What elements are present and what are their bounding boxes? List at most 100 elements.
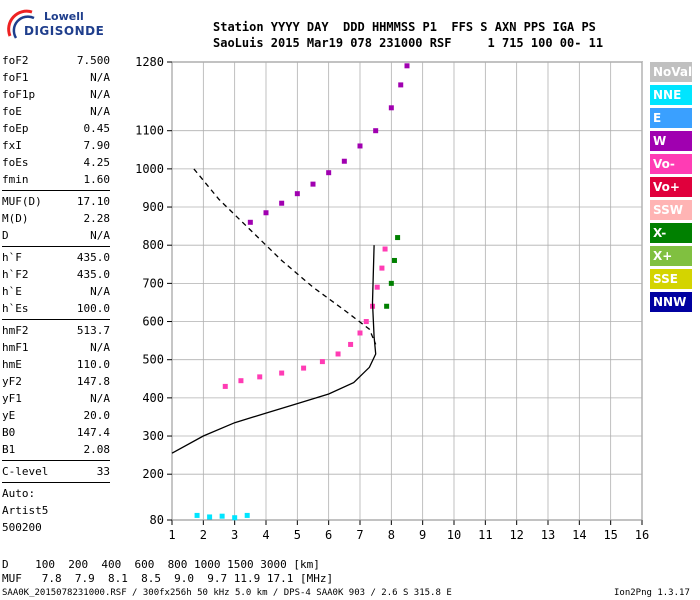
param-row: yF1 N/A xyxy=(2,390,110,407)
x-tick-label: 4 xyxy=(262,528,269,542)
param-label: hmF1 xyxy=(2,341,29,354)
echo-point xyxy=(335,351,341,357)
param-value: 7.500 xyxy=(76,54,110,67)
echo-point xyxy=(382,246,388,252)
param-row: h`F 435.0 xyxy=(2,249,110,266)
legend-item: NNW xyxy=(650,292,692,312)
echo-point xyxy=(341,158,347,164)
param-value: N/A xyxy=(90,229,110,242)
param-row: D N/A xyxy=(2,227,110,244)
param-label: yF1 xyxy=(2,392,22,405)
echo-point xyxy=(279,370,285,376)
param-row: hmE 110.0 xyxy=(2,356,110,373)
header-line-2: SaoLuis 2015 Mar19 078 231000 RSF 1 715 … xyxy=(213,36,604,50)
param-value: 4.25 xyxy=(83,156,111,169)
logo-lowell: Lowell xyxy=(44,10,84,23)
param-label: hmF2 xyxy=(2,324,29,337)
echo-point xyxy=(244,512,250,518)
logo-digisonde: DIGISONDE xyxy=(24,24,105,38)
echo-point xyxy=(363,319,369,325)
y-tick-label: 300 xyxy=(142,429,164,443)
y-tick-label: 200 xyxy=(142,467,164,481)
legend-item: E xyxy=(650,108,692,128)
param-value: 435.0 xyxy=(76,251,110,264)
footer-distance-line: D 100 200 400 600 800 1000 1500 3000 [km… xyxy=(2,558,320,571)
legend-item: SSW xyxy=(650,200,692,220)
param-label: D xyxy=(2,229,9,242)
echo-point xyxy=(257,374,263,380)
solid-profile-line xyxy=(171,245,377,454)
param-label: B1 xyxy=(2,443,16,456)
y-tick-label: 600 xyxy=(142,315,164,329)
echo-point xyxy=(263,210,269,216)
param-label: foF1p xyxy=(2,88,36,101)
x-tick-label: 3 xyxy=(231,528,238,542)
param-value: N/A xyxy=(90,105,110,118)
param-value: N/A xyxy=(90,88,110,101)
param-row: h`F2 435.0 xyxy=(2,266,110,283)
param-label: B0 xyxy=(2,426,16,439)
y-tick-label: 1000 xyxy=(135,162,164,176)
param-row: foF1p N/A xyxy=(2,86,110,103)
echo-point xyxy=(404,63,410,69)
param-value: 100.0 xyxy=(76,302,110,315)
param-value: 2.28 xyxy=(83,212,111,225)
auto-code: 500200 xyxy=(2,521,42,534)
param-row: hmF1 N/A xyxy=(2,339,110,356)
param-value: 435.0 xyxy=(76,268,110,281)
x-tick-label: 13 xyxy=(541,528,555,542)
param-label: yE xyxy=(2,409,16,422)
param-row: B1 2.08 xyxy=(2,441,110,458)
x-tick-label: 7 xyxy=(356,528,363,542)
echo-point xyxy=(398,82,404,88)
echo-point xyxy=(391,257,397,263)
param-value: 147.4 xyxy=(76,426,110,439)
param-value: 513.7 xyxy=(76,324,110,337)
footer-version: Ion2Png 1.3.17 xyxy=(614,588,690,598)
param-label: h`E xyxy=(2,285,22,298)
x-tick-label: 5 xyxy=(294,528,301,542)
param-value: N/A xyxy=(90,71,110,84)
param-row: foF2 7.500 xyxy=(2,52,110,69)
echo-point xyxy=(373,128,379,134)
param-row: MUF(D) 17.10 xyxy=(2,193,110,210)
echo-point xyxy=(222,383,228,389)
param-value: 110.0 xyxy=(76,358,110,371)
param-row: fxI 7.90 xyxy=(2,137,110,154)
header-line-1: Station YYYY DAY DDD HHMMSS P1 FFS S AXN… xyxy=(213,20,596,34)
y-tick-label: 800 xyxy=(142,238,164,252)
echo-point xyxy=(207,514,213,520)
param-label: MUF(D) xyxy=(2,195,42,208)
param-value: N/A xyxy=(90,285,110,298)
param-label: M(D) xyxy=(2,212,29,225)
param-value: 17.10 xyxy=(76,195,110,208)
param-value: N/A xyxy=(90,392,110,405)
param-value: N/A xyxy=(90,341,110,354)
legend-item: X- xyxy=(650,223,692,243)
param-label: fmin xyxy=(2,173,29,186)
legend-item: Vo- xyxy=(650,154,692,174)
param-value: 20.0 xyxy=(83,409,111,422)
param-value: 33 xyxy=(96,465,110,478)
echo-point xyxy=(384,303,390,309)
y-tick-label: 1280 xyxy=(135,55,164,69)
echo-point xyxy=(310,181,316,187)
param-row: foEp 0.45 xyxy=(2,120,110,137)
echo-point xyxy=(388,280,394,286)
y-tick-label: 1100 xyxy=(135,124,164,138)
legend-item: NNE xyxy=(650,85,692,105)
echo-point xyxy=(219,513,225,519)
param-row: yE 20.0 xyxy=(2,407,110,424)
param-value: 147.8 xyxy=(76,375,110,388)
param-label: foF2 xyxy=(2,54,29,67)
echo-point xyxy=(194,512,200,518)
echo-point xyxy=(326,170,332,176)
echo-point xyxy=(294,191,300,197)
param-label: foE xyxy=(2,105,22,118)
echo-point xyxy=(395,235,401,241)
x-tick-label: 11 xyxy=(478,528,492,542)
legend-item: SSE xyxy=(650,269,692,289)
param-label: fxI xyxy=(2,139,22,152)
x-tick-label: 15 xyxy=(603,528,617,542)
polarization-legend: NoVal NNE E W Vo- Vo+ SSW X- X+ SSE NNW xyxy=(650,62,692,315)
